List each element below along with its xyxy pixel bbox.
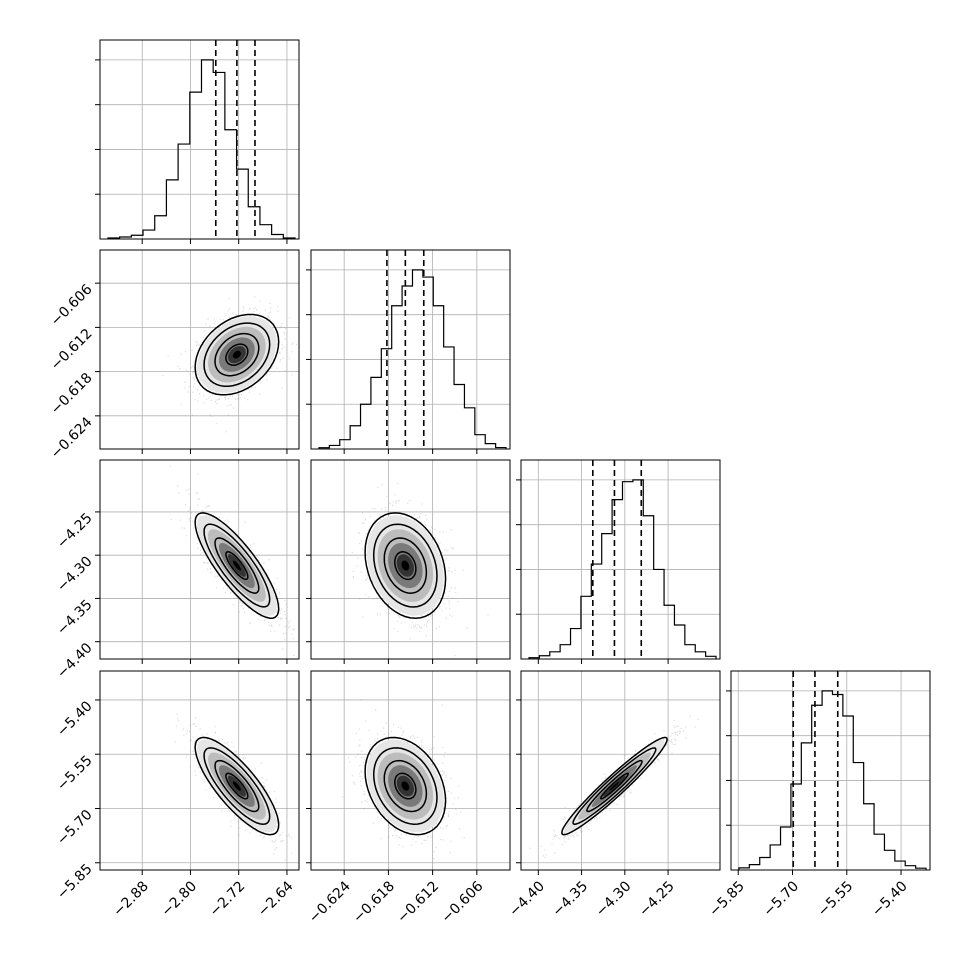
density-core [232, 350, 241, 359]
x-tick-label: −2.80 [158, 878, 200, 920]
histogram-3 [738, 690, 927, 870]
contour-3 [364, 512, 447, 619]
pair-panel-3-2 [516, 670, 721, 875]
panel-frame [99, 39, 300, 240]
panel-content [529, 715, 699, 858]
pair-panel-3-1 [306, 670, 511, 875]
contour-0 [394, 772, 417, 800]
x-tick-label: −5.40 [869, 878, 911, 920]
panel-bg [100, 460, 299, 659]
x-tick-label: −0.606 [439, 878, 487, 926]
x-tick-label: −5.55 [815, 878, 857, 920]
panel-frame [99, 670, 300, 871]
panel-frame [99, 249, 300, 450]
x-tick-label: −0.618 [350, 878, 398, 926]
density-core [401, 781, 410, 791]
panel-frame [310, 670, 511, 871]
panel-frame [730, 670, 931, 871]
x-tick-label: −2.72 [207, 878, 249, 920]
pair-panel-2-0 [95, 459, 300, 664]
contour-1 [214, 759, 260, 813]
density-core [232, 560, 241, 571]
x-tick-label: −4.35 [550, 878, 592, 920]
panel-bg [100, 671, 299, 870]
y-tick-label: −4.25 [54, 510, 96, 552]
y-tick-label: −0.606 [48, 281, 96, 329]
x-tick-label: −4.40 [506, 878, 548, 920]
panel-bg [311, 250, 510, 449]
x-tick-label: −4.30 [593, 878, 635, 920]
hist-panel-2 [516, 459, 721, 664]
panel-content [174, 713, 293, 861]
panel-content [162, 296, 298, 433]
histogram-0 [107, 59, 296, 239]
y-tick-label: −5.85 [54, 861, 96, 903]
panel-frame [520, 459, 721, 660]
contour-1 [383, 759, 428, 813]
y-tick-label: −0.612 [48, 326, 96, 374]
contour-1 [586, 759, 643, 813]
panel-frame [99, 459, 300, 660]
panel-frame [310, 249, 511, 450]
contour-3 [194, 512, 280, 619]
y-tick-label: −5.70 [54, 807, 96, 849]
contour-0 [225, 343, 249, 366]
panel-content [341, 699, 465, 860]
contour-2 [203, 747, 271, 826]
x-tick-label: −2.64 [255, 878, 297, 920]
contour-1 [214, 537, 260, 594]
x-tick-label: −4.25 [636, 878, 678, 920]
density-core [232, 781, 241, 791]
x-tick-label: −2.88 [110, 878, 152, 920]
density-core [401, 560, 410, 571]
panel-content [351, 482, 489, 657]
pair-panel-1-0 [95, 249, 300, 454]
contour-1 [383, 537, 428, 594]
panel-bg [100, 40, 299, 239]
hist-panel-3 [726, 670, 931, 875]
panel-content [169, 465, 295, 656]
x-tick-label: −5.85 [706, 878, 748, 920]
contour-0 [225, 551, 249, 581]
y-tick-label: −5.55 [54, 753, 96, 795]
x-tick-label: −5.70 [761, 878, 803, 920]
contour-0 [394, 551, 417, 581]
panel-frame [310, 459, 511, 660]
pair-panel-3-0 [95, 670, 300, 875]
contour-3 [561, 736, 668, 836]
panel-bg [521, 460, 720, 659]
y-tick-label: −0.618 [48, 370, 96, 418]
hist-panel-1 [306, 249, 511, 454]
contour-2 [572, 747, 657, 826]
contour-1 [214, 332, 260, 377]
y-tick-label: −0.624 [48, 414, 96, 462]
corner-panels: −2.88 −2.80 −2.72 −2.64 −0.624−0.618−0.612−0… [48, 39, 931, 926]
histogram-1 [318, 269, 507, 449]
y-tick-label: −5.40 [54, 698, 96, 740]
contour-2 [203, 523, 271, 608]
panel-frame [520, 670, 721, 871]
x-tick-label: −0.624 [306, 878, 354, 926]
contour-3 [194, 736, 280, 836]
hist-panel-0 [95, 39, 300, 244]
y-tick-label: −4.30 [54, 554, 96, 596]
density-core [609, 781, 620, 791]
contour-3 [194, 313, 280, 396]
x-tick-label: −0.612 [394, 878, 442, 926]
contour-2 [203, 322, 271, 387]
contour-2 [372, 747, 438, 825]
contour-2 [372, 523, 438, 608]
panel-bg [731, 671, 930, 870]
contour-0 [599, 772, 629, 800]
y-tick-label: −4.40 [54, 640, 96, 682]
histogram-2 [528, 479, 717, 659]
y-tick-label: −4.35 [54, 597, 96, 639]
contour-0 [225, 772, 249, 800]
pair-panel-2-1 [306, 459, 511, 664]
contour-3 [364, 736, 447, 836]
